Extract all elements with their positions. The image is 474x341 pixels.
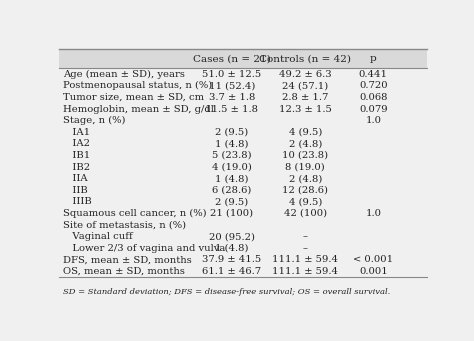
Text: IA1: IA1	[63, 128, 90, 137]
Text: 8 (19.0): 8 (19.0)	[285, 163, 325, 172]
Text: 11 (52.4): 11 (52.4)	[209, 81, 255, 90]
Text: 11.5 ± 1.8: 11.5 ± 1.8	[205, 105, 258, 114]
Text: IA2: IA2	[63, 139, 90, 148]
Text: 24 (57.1): 24 (57.1)	[282, 81, 328, 90]
Text: 0.079: 0.079	[359, 105, 388, 114]
Text: < 0.001: < 0.001	[353, 255, 393, 264]
Text: Site of metastasis, n (%): Site of metastasis, n (%)	[63, 221, 186, 229]
Text: 0.720: 0.720	[359, 81, 388, 90]
Text: SD = Standard deviation; DFS = disease-free survival; OS = overall survival.: SD = Standard deviation; DFS = disease-f…	[63, 287, 390, 296]
Text: 10 (23.8): 10 (23.8)	[283, 151, 328, 160]
Text: –: –	[303, 244, 308, 253]
Text: Vaginal cuff: Vaginal cuff	[63, 232, 133, 241]
Text: 12.3 ± 1.5: 12.3 ± 1.5	[279, 105, 332, 114]
Text: 0.001: 0.001	[359, 267, 388, 276]
FancyBboxPatch shape	[59, 49, 427, 69]
Text: 49.2 ± 6.3: 49.2 ± 6.3	[279, 70, 332, 79]
Text: IIB: IIB	[63, 186, 88, 195]
Text: Hemoglobin, mean ± SD, g/dl: Hemoglobin, mean ± SD, g/dl	[63, 105, 214, 114]
Text: 4 (9.5): 4 (9.5)	[289, 197, 322, 206]
Text: 1.0: 1.0	[365, 209, 382, 218]
Text: 1 (4.8): 1 (4.8)	[215, 244, 249, 253]
Text: DFS, mean ± SD, months: DFS, mean ± SD, months	[63, 255, 191, 264]
Text: 21 (100): 21 (100)	[210, 209, 254, 218]
Text: OS, mean ± SD, months: OS, mean ± SD, months	[63, 267, 185, 276]
Text: IIA: IIA	[63, 174, 88, 183]
Text: 20 (95.2): 20 (95.2)	[209, 232, 255, 241]
Text: 37.9 ± 41.5: 37.9 ± 41.5	[202, 255, 262, 264]
Text: 61.1 ± 46.7: 61.1 ± 46.7	[202, 267, 262, 276]
Text: 2 (4.8): 2 (4.8)	[289, 139, 322, 148]
Text: 6 (28.6): 6 (28.6)	[212, 186, 252, 195]
Text: IB1: IB1	[63, 151, 90, 160]
Text: Controls (n = 42): Controls (n = 42)	[259, 54, 351, 63]
Text: Age (mean ± SD), years: Age (mean ± SD), years	[63, 70, 185, 79]
Text: 4 (9.5): 4 (9.5)	[289, 128, 322, 137]
Text: 111.1 ± 59.4: 111.1 ± 59.4	[273, 255, 338, 264]
Text: 1 (4.8): 1 (4.8)	[215, 174, 249, 183]
Text: 2 (9.5): 2 (9.5)	[215, 197, 248, 206]
Text: 1 (4.8): 1 (4.8)	[215, 139, 249, 148]
Text: IIIB: IIIB	[63, 197, 91, 206]
Text: Postmenopausal status, n (%): Postmenopausal status, n (%)	[63, 81, 212, 90]
Text: IB2: IB2	[63, 163, 90, 172]
Text: 0.068: 0.068	[359, 93, 388, 102]
Text: 5 (23.8): 5 (23.8)	[212, 151, 252, 160]
Text: Cases (n = 21): Cases (n = 21)	[193, 54, 271, 63]
Text: 2.8 ± 1.7: 2.8 ± 1.7	[282, 93, 328, 102]
Text: Squamous cell cancer, n (%): Squamous cell cancer, n (%)	[63, 209, 207, 218]
Text: 51.0 ± 12.5: 51.0 ± 12.5	[202, 70, 262, 79]
Text: 2 (9.5): 2 (9.5)	[215, 128, 248, 137]
Text: Tumor size, mean ± SD, cm: Tumor size, mean ± SD, cm	[63, 93, 204, 102]
Text: 2 (4.8): 2 (4.8)	[289, 174, 322, 183]
Text: 111.1 ± 59.4: 111.1 ± 59.4	[273, 267, 338, 276]
Text: 4 (19.0): 4 (19.0)	[212, 163, 252, 172]
Text: 3.7 ± 1.8: 3.7 ± 1.8	[209, 93, 255, 102]
Text: Lower 2/3 of vagina and vulva: Lower 2/3 of vagina and vulva	[63, 244, 225, 253]
Text: Stage, n (%): Stage, n (%)	[63, 116, 126, 125]
Text: 12 (28.6): 12 (28.6)	[283, 186, 328, 195]
Text: –: –	[303, 232, 308, 241]
Text: p: p	[370, 54, 377, 63]
Text: 1.0: 1.0	[365, 116, 382, 125]
Text: 0.441: 0.441	[359, 70, 388, 79]
Text: 42 (100): 42 (100)	[284, 209, 327, 218]
